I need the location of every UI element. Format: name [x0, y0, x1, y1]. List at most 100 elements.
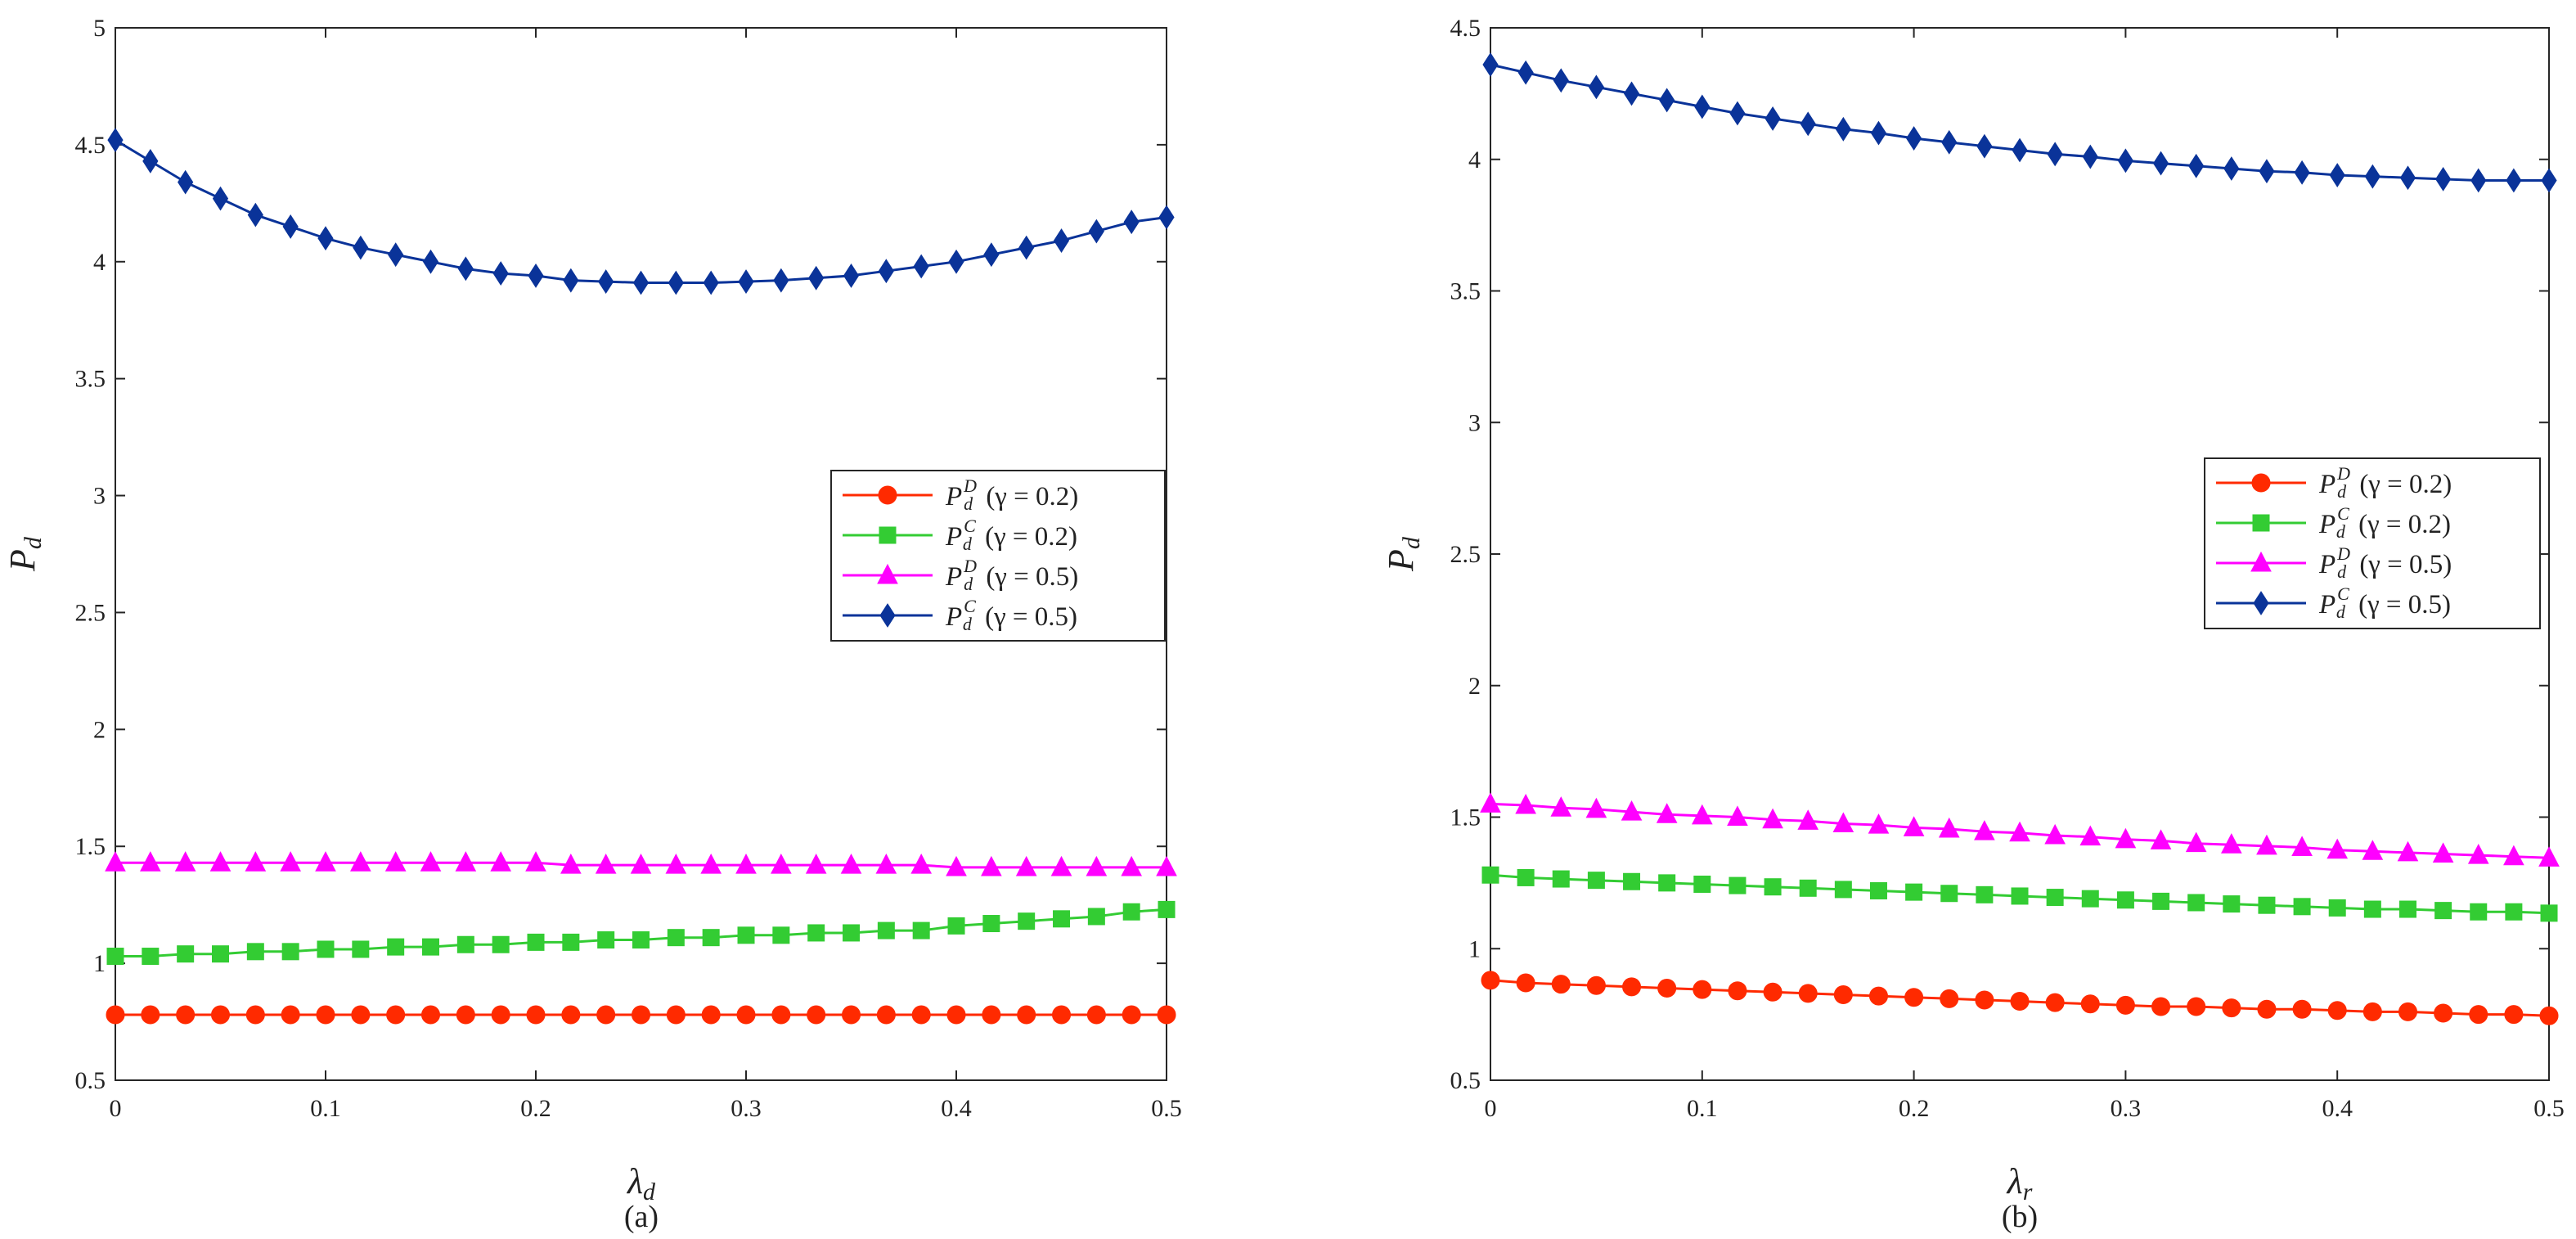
data-point — [1905, 883, 1923, 901]
data-point — [457, 256, 474, 282]
series-1 — [1481, 866, 2558, 922]
data-point — [632, 931, 650, 949]
data-point — [1832, 812, 1854, 833]
data-point — [1122, 903, 1140, 921]
legend: PD d (γ = 0.2)PC d (γ = 0.2)PD d (γ = 0.5)P… — [2204, 457, 2541, 629]
data-point — [2010, 992, 2030, 1011]
data-point — [595, 854, 617, 874]
series-2 — [1480, 792, 2560, 867]
data-point — [843, 924, 861, 942]
data-point — [1975, 990, 1994, 1010]
data-point — [2362, 1002, 2382, 1021]
y-tick-label: 1 — [93, 950, 106, 977]
data-point — [422, 249, 439, 274]
legend-sup: D — [2336, 543, 2350, 564]
data-point — [2187, 997, 2206, 1016]
data-point — [877, 921, 895, 939]
data-point — [388, 242, 404, 268]
data-point — [2223, 156, 2240, 181]
data-point — [1517, 868, 1535, 886]
legend-label: PD d (γ = 0.5) — [2318, 543, 2452, 582]
data-point — [2292, 999, 2312, 1019]
data-point — [598, 269, 614, 294]
data-point — [1834, 881, 1852, 899]
legend-base: P — [2318, 550, 2335, 579]
data-point — [212, 186, 229, 211]
data-point — [1727, 805, 1748, 826]
legend-marker — [2253, 591, 2269, 615]
data-point — [2363, 900, 2381, 918]
data-point — [2506, 168, 2522, 193]
legend-label: PC d (γ = 0.2) — [2318, 503, 2451, 542]
data-point — [351, 1005, 371, 1025]
data-point — [1797, 809, 1819, 830]
data-point — [247, 202, 263, 228]
data-point — [2291, 836, 2313, 856]
x-tick-label: 0.4 — [941, 1095, 972, 1122]
data-point — [209, 851, 232, 872]
data-point — [2364, 164, 2380, 189]
data-point — [947, 917, 965, 935]
legend-gamma: (γ = 0.2) — [2352, 510, 2451, 539]
data-point — [808, 265, 825, 291]
data-point — [1481, 971, 1500, 990]
data-point — [807, 1005, 826, 1025]
data-point — [1018, 912, 1036, 930]
legend-marker — [879, 526, 897, 544]
data-point — [807, 924, 825, 942]
data-point — [1551, 975, 1571, 994]
data-point — [1122, 1005, 1141, 1025]
y-tick-label: 4.5 — [1450, 15, 1481, 42]
x-axis-label: λd — [626, 1161, 656, 1205]
x-tick-label: 0 — [1485, 1095, 1497, 1122]
data-point — [632, 270, 650, 295]
x-label-base: λ — [2006, 1161, 2023, 1201]
data-point — [106, 948, 124, 966]
data-point — [1658, 874, 1676, 892]
data-point — [843, 263, 860, 288]
data-point — [246, 943, 264, 961]
data-point — [805, 854, 827, 874]
legend-base: P — [945, 522, 962, 552]
data-point — [1515, 793, 1536, 814]
data-point — [1552, 870, 1570, 888]
data-point — [2538, 846, 2560, 867]
data-point — [1659, 88, 1675, 113]
y-tick-label: 3.5 — [1450, 278, 1481, 305]
data-point — [630, 854, 652, 874]
data-point — [315, 851, 336, 872]
data-point — [2047, 142, 2063, 167]
data-point — [913, 254, 929, 279]
y-tick-label: 4 — [1468, 146, 1481, 173]
data-point — [1693, 875, 1711, 893]
data-point — [1586, 975, 1606, 995]
data-point — [1694, 94, 1711, 119]
y-axis-label: Pd — [1381, 536, 1425, 572]
data-point — [280, 851, 301, 872]
legend-entry: PC d (γ = 0.2) — [843, 516, 1077, 554]
data-point — [316, 1005, 335, 1025]
y-label-base: P — [2, 549, 43, 572]
data-point — [2434, 902, 2452, 920]
data-point — [1516, 973, 1535, 993]
data-point — [2398, 1002, 2417, 1021]
data-point — [2082, 144, 2098, 169]
data-point — [386, 1005, 406, 1025]
data-point — [2220, 833, 2242, 854]
chart-panel-a: 0.511.522.533.544.550 0.1 0.2 0.3 0.4 0.5λdPd… — [2, 15, 1182, 1234]
legend-entry: PC d (γ = 0.2) — [2216, 503, 2451, 542]
legend-marker — [2252, 514, 2270, 532]
legend-sup: D — [2336, 463, 2350, 484]
data-point — [2117, 148, 2134, 173]
data-point — [1765, 106, 1781, 131]
legend-sub: d — [963, 614, 973, 634]
data-point — [1156, 855, 1177, 876]
data-point — [1938, 817, 1960, 838]
legend-sup: C — [2337, 503, 2349, 524]
x-tick-label: 0.1 — [310, 1095, 341, 1122]
data-point — [212, 945, 230, 963]
data-point — [771, 854, 792, 874]
legend-marker — [878, 485, 897, 505]
data-point — [2398, 900, 2416, 918]
x-label-sub: r — [2023, 1178, 2033, 1205]
